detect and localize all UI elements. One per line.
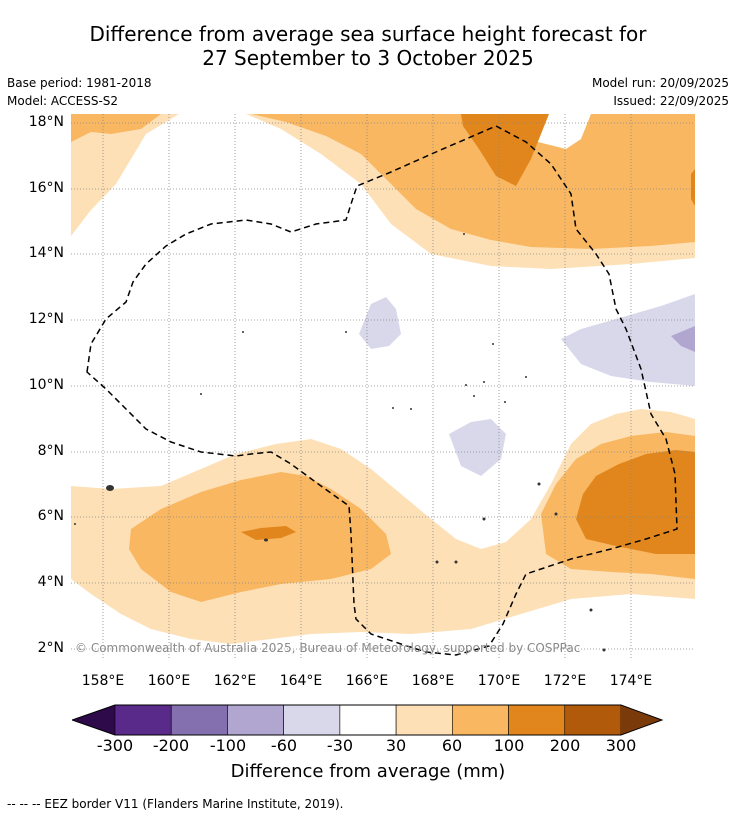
lat-label-4n: 4°N <box>37 574 64 590</box>
island-dot-4 <box>392 407 394 409</box>
island-dot-12 <box>504 401 506 403</box>
anomaly-neg30-60-c <box>561 294 695 386</box>
colorbar-tick-neg60: -60 <box>270 736 298 755</box>
island-dot-15 <box>482 517 486 521</box>
map-panel: © Commonwealth of Australia 2025, Bureau… <box>71 114 695 660</box>
graticule <box>71 114 695 660</box>
lon-label-174e: 174°E <box>609 673 653 689</box>
island-dot-20 <box>74 523 76 525</box>
map-svg <box>71 114 695 660</box>
anomaly-neg30-60-b <box>449 419 506 476</box>
anomaly-neg60-100 <box>671 326 695 352</box>
lon-label-158e: 158°E <box>81 673 125 689</box>
anomaly-100-200-southwest-patch <box>241 526 296 540</box>
island-kosrae <box>106 485 114 491</box>
anomaly-100-200-southeast <box>576 450 695 554</box>
model-run: Model run: 20/09/2025 <box>591 76 729 90</box>
colorbar-tick-100: 100 <box>493 736 525 755</box>
colorbar-tick-200: 200 <box>549 736 581 755</box>
colorbar-cell-8 <box>564 704 622 736</box>
lon-label-162e: 162°E <box>213 673 257 689</box>
title-line-2: 27 September to 3 October 2025 <box>202 46 534 70</box>
issued-date: Issued: 22/09/2025 <box>613 94 729 108</box>
colorbar-tick-neg30: -30 <box>326 736 354 755</box>
anomaly-60-100-north <box>251 114 695 249</box>
colorbar-under-triangle <box>72 705 115 735</box>
island-dot-8 <box>483 381 485 383</box>
anomaly-60-100-northwest <box>71 114 161 142</box>
colorbar-tick-30: 30 <box>385 736 407 755</box>
lon-label-164e: 164°E <box>279 673 323 689</box>
island-dot-6 <box>463 233 465 235</box>
colorbar-tick-neg100: -100 <box>209 736 247 755</box>
islands <box>74 233 606 652</box>
colorbar-cell-7 <box>508 704 566 736</box>
island-dot-3 <box>345 331 347 333</box>
base-period: Base period: 1981-2018 <box>7 76 152 90</box>
copyright-notice: © Commonwealth of Australia 2025, Bureau… <box>75 641 581 655</box>
lon-label-172e: 172°E <box>543 673 587 689</box>
island-dot-18 <box>589 608 593 612</box>
lon-label-168e: 168°E <box>411 673 455 689</box>
island-dot-16 <box>537 482 541 486</box>
colorbar <box>72 704 664 736</box>
colorbar-tick-neg200: -200 <box>152 736 190 755</box>
anomaly-neg30-60-a <box>359 297 401 349</box>
lat-label-18n: 18°N <box>28 114 64 130</box>
colorbar-tick-300: 300 <box>605 736 637 755</box>
colorbar-title: Difference from average (mm) <box>230 761 506 782</box>
colorbar-cell-3 <box>283 704 341 736</box>
island-dot-17 <box>554 512 558 516</box>
lat-label-8n: 8°N <box>37 443 64 459</box>
lat-label-10n: 10°N <box>28 377 64 393</box>
meta-left: Base period: 1981-2018 Model: ACCESS-S2 <box>7 74 152 110</box>
island-dot-14 <box>454 560 458 564</box>
island-dot-11 <box>473 395 475 397</box>
lat-label-6n: 6°N <box>37 508 64 524</box>
island-dot-19 <box>602 648 606 652</box>
lat-label-2n: 2°N <box>37 640 64 656</box>
lon-label-170e: 170°E <box>477 673 521 689</box>
colorbar-cell-2 <box>227 704 284 736</box>
island-dot-7 <box>465 384 467 386</box>
island-dot-9 <box>525 376 527 378</box>
island-dot-10 <box>492 343 494 345</box>
chart-title: Difference from average sea surface heig… <box>0 22 736 70</box>
lat-label-12n: 12°N <box>28 311 64 327</box>
lat-label-14n: 14°N <box>28 245 64 261</box>
colorbar-cell-1 <box>170 704 228 736</box>
colorbar-tick-60: 60 <box>441 736 463 755</box>
island-dot-13 <box>435 560 439 564</box>
model-name: Model: ACCESS-S2 <box>7 94 119 108</box>
eez-border <box>86 125 678 656</box>
meta-right: Model run: 20/09/2025 Issued: 22/09/2025 <box>592 74 729 110</box>
colorbar-cell-0 <box>114 704 172 736</box>
anomaly-100-200-edge <box>691 169 695 206</box>
island-dot-2 <box>200 393 202 395</box>
colorbar-tick-neg300: -300 <box>96 736 134 755</box>
island-dot-5 <box>410 408 412 410</box>
title-line-1: Difference from average sea surface heig… <box>89 22 647 46</box>
colorbar-outline <box>72 704 664 736</box>
lon-label-160e: 160°E <box>147 673 191 689</box>
colorbar-over-triangle <box>621 705 662 735</box>
colorbar-cell-5 <box>395 704 453 736</box>
lon-label-166e: 166°E <box>345 673 389 689</box>
eez-legend-note: -- -- -- EEZ border V11 (Flanders Marine… <box>7 797 344 811</box>
lat-label-16n: 16°N <box>28 180 64 196</box>
island-small-1 <box>264 538 268 542</box>
colorbar-cell-4 <box>339 704 397 736</box>
island-dot-1 <box>242 331 244 333</box>
colorbar-cell-6 <box>452 704 509 736</box>
